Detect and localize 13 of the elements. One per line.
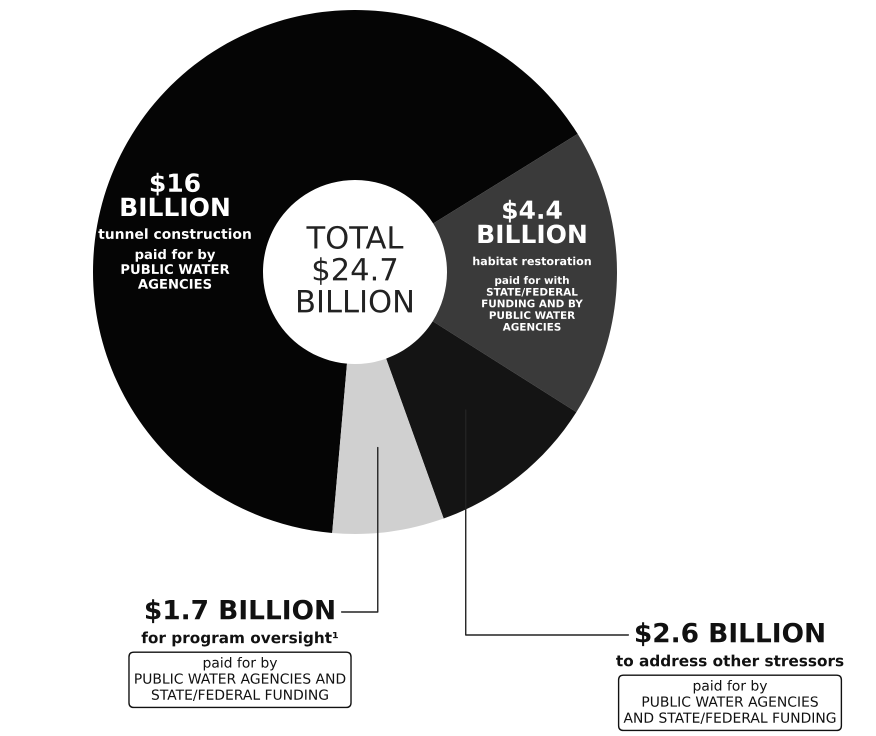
slice-label: to address other stressors <box>616 654 844 666</box>
slice-label: habitat restoration <box>473 256 591 266</box>
data-label: $16 BILLION <box>121 172 229 216</box>
data-label: $4.4 BILLION <box>478 200 586 244</box>
data-label: $2.6 BILLION <box>636 622 824 646</box>
text: paid for by PUBLIC WATER AGENCIES AND STATE/FEDERAL FUNDING <box>135 657 346 702</box>
text: paid for by PUBLIC WATER AGENCIES <box>122 249 230 289</box>
text: paid for with STATE/FEDERAL FUNDING AND BY PUBLIC WATER AGENCIES <box>482 276 583 331</box>
text: TOTAL $24.7 BILLION <box>298 226 412 313</box>
data-label: $1.7 BILLION <box>146 599 334 624</box>
slice-label: tunnel construction <box>98 228 251 240</box>
slice-label: for program oversight¹ <box>142 632 338 646</box>
text: paid for by PUBLIC WATER AGENCIES AND STATE/FEDERAL FUNDING <box>624 680 836 724</box>
